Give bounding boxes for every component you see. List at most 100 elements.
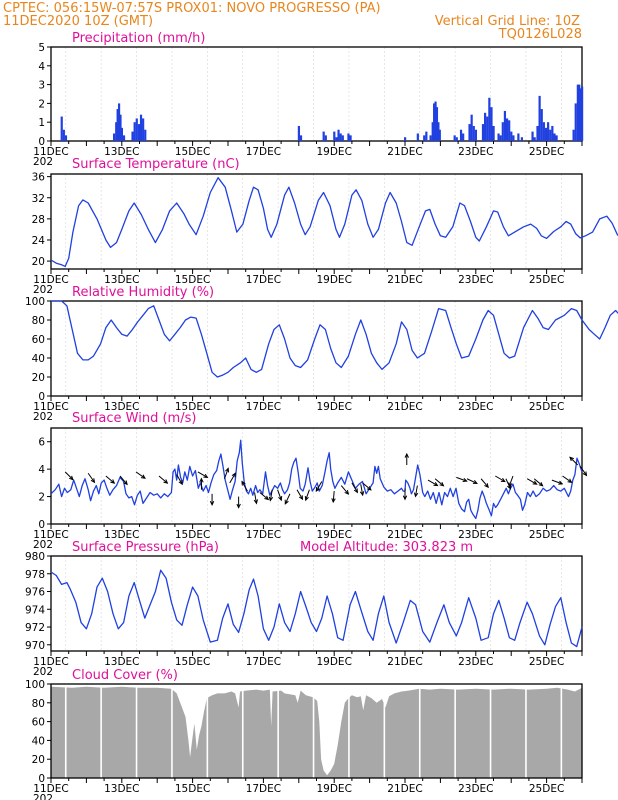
wind-arrow-shaft <box>158 475 168 484</box>
x-tick-label: 15DEC <box>175 401 210 413</box>
precip-bar <box>349 135 352 141</box>
precip-bar <box>60 116 63 141</box>
x-year-label: 202 <box>33 156 53 168</box>
precip-bar <box>299 135 303 141</box>
wind-arrow-shaft <box>362 482 372 491</box>
precip-bar <box>505 118 509 141</box>
precip-bar <box>116 109 119 141</box>
wind-arrow-shaft <box>579 466 587 476</box>
x-tick-label: 19DEC <box>316 656 351 668</box>
y-tick-label: 2 <box>38 98 45 110</box>
wind-arrow <box>259 492 270 501</box>
header-model: TQ0126L028 <box>498 27 582 42</box>
panel-title-temp: Surface Temperature (nC) <box>72 157 240 172</box>
wind-arrow <box>277 489 283 502</box>
wind-arrow-shaft <box>456 476 467 482</box>
precip-bar <box>468 124 471 141</box>
wind-arrow-head <box>315 486 320 492</box>
panel-cloud: 0 20 40 60 80 100 11DEC 13DEC 15DEC 17DEC 19DEC 21D… <box>25 668 583 800</box>
wind-arrow <box>87 472 96 484</box>
precip-bar <box>512 135 515 141</box>
y-tick-label: 28 <box>32 214 45 226</box>
wind-arrow <box>427 479 439 487</box>
y-tick-label: 100 <box>25 296 45 308</box>
wind-arrow <box>579 466 588 477</box>
wind-arrow <box>359 484 365 497</box>
precip-bar <box>484 112 487 141</box>
wind-arrow <box>562 475 573 483</box>
x-tick-label: 11DEC <box>33 783 68 795</box>
y-tick-label: 0 <box>38 519 45 531</box>
precip-bar <box>578 84 581 141</box>
x-tick-label: 13DEC <box>104 656 139 668</box>
wind-arrow-head <box>298 495 304 501</box>
wind-arrow-shaft <box>105 475 115 484</box>
wind-arrow-head <box>178 480 183 486</box>
wind-arrow-head <box>404 452 409 458</box>
wind-arrow-head <box>507 484 512 490</box>
wind-arrow <box>119 475 128 486</box>
panel-rh: 0 20 40 60 80 100 11DEC 13DEC 15DEC 17DEC 19DEC 21D… <box>25 285 618 423</box>
wind-arrow-head <box>69 475 74 481</box>
precip-bar <box>520 137 524 141</box>
wind-arrow-shaft <box>427 479 438 487</box>
precip-bar <box>553 133 556 141</box>
wind-arrow <box>223 467 230 479</box>
wind-arrow <box>456 476 468 482</box>
precip-bar <box>474 129 477 141</box>
precip-bar <box>122 135 126 141</box>
wind-arrow <box>526 478 538 485</box>
precip-bar <box>581 86 584 141</box>
y-tick-label: 80 <box>32 315 45 327</box>
wind-arrow-shaft <box>562 475 572 483</box>
x-tick-label: 25DEC <box>529 274 564 286</box>
x-tick-label: 13DEC <box>104 529 139 541</box>
y-tick-label: 24 <box>32 235 46 247</box>
y-tick-label: 976 <box>25 587 45 599</box>
y-tick-label: 4 <box>38 61 45 73</box>
y-tick-label: 972 <box>25 622 45 634</box>
x-tick-label: 13DEC <box>104 274 139 286</box>
x-tick-label: 13DEC <box>104 401 139 413</box>
precip-bar <box>119 114 122 141</box>
wind-arrow-head <box>500 477 506 483</box>
x-tick-label: 17DEC <box>246 274 281 286</box>
precip-bar <box>531 131 534 141</box>
y-tick-label: 36 <box>32 172 46 184</box>
precip-bar <box>438 129 441 141</box>
wind-arrow-shaft <box>254 492 257 504</box>
wind-arrow-shaft <box>259 492 269 500</box>
precip-bar <box>499 135 502 141</box>
wind-arrow-shaft <box>269 489 273 501</box>
x-tick-label: 25DEC <box>529 146 564 158</box>
panel-title-pres: Surface Pressure (hPa) <box>72 540 219 555</box>
wind-arrow-shaft <box>526 478 537 485</box>
x-tick-label: 21DEC <box>387 656 422 668</box>
precip-bar <box>333 131 336 141</box>
temp-series-line <box>50 177 618 268</box>
wind-arrow-shaft <box>340 485 349 495</box>
y-tick-label: 978 <box>25 569 45 581</box>
x-tick-label: 25DEC <box>529 783 564 795</box>
panels: 0 1 2 3 4 5 11DEC 13DEC 15DEC 17DEC 19DEC 21DEC 23DE… <box>25 31 618 800</box>
wind-arrow-head <box>203 473 209 478</box>
precip-bar <box>144 129 147 141</box>
precip-bar <box>416 133 419 141</box>
wind-arrow <box>176 474 183 486</box>
y-tick-label: 970 <box>25 640 45 652</box>
x-tick-label: 17DEC <box>246 656 281 668</box>
wind-arrow <box>495 475 506 483</box>
precip-bar <box>576 84 579 141</box>
pres-series-line <box>50 569 583 648</box>
x-tick-label: 23DEC <box>458 146 493 158</box>
wind-arrow <box>64 471 74 481</box>
wind-arrow-shaft <box>495 475 506 482</box>
wind-arrow-shaft <box>351 482 358 493</box>
precip-bar <box>503 110 507 141</box>
wind-arrow-shaft <box>119 475 128 485</box>
x-tick-label: 13DEC <box>104 146 139 158</box>
x-tick-label: 19DEC <box>316 529 351 541</box>
wind-arrow-shaft <box>480 478 489 488</box>
wind-arrow-head <box>344 489 350 495</box>
wind-arrow <box>551 479 564 485</box>
